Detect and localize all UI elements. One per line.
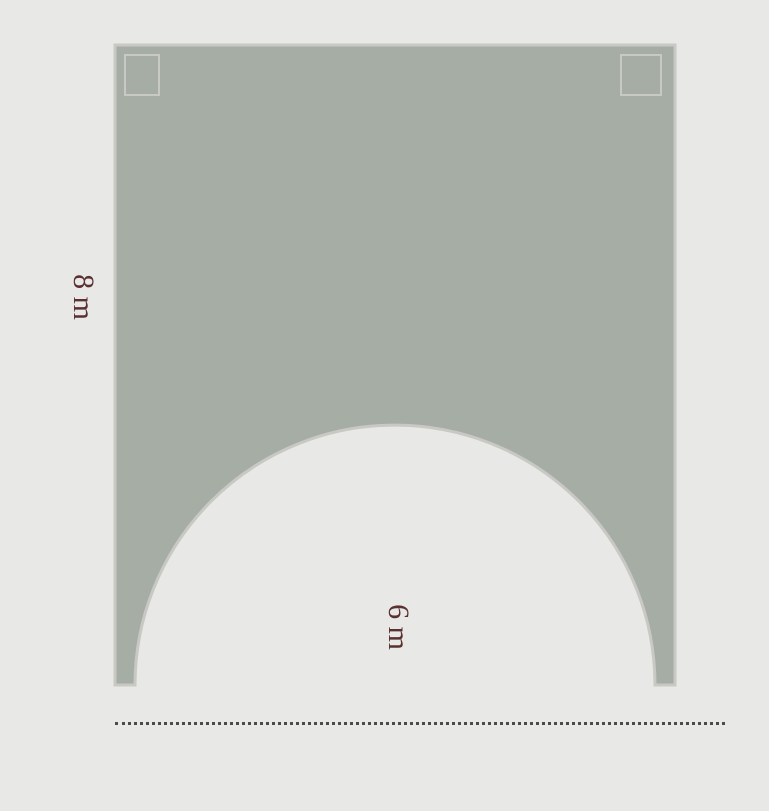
- bottom-reference-line: [115, 722, 725, 725]
- radius-dimension-label: 6 m: [381, 604, 415, 650]
- rectangle-with-cutout: [115, 45, 675, 685]
- geometry-diagram: 8 m 6 m: [110, 40, 750, 800]
- height-dimension-label: 8 m: [66, 274, 100, 320]
- composite-shape: [110, 40, 690, 700]
- right-angle-marker-top-left: [124, 54, 160, 96]
- right-angle-marker-top-right: [620, 54, 662, 96]
